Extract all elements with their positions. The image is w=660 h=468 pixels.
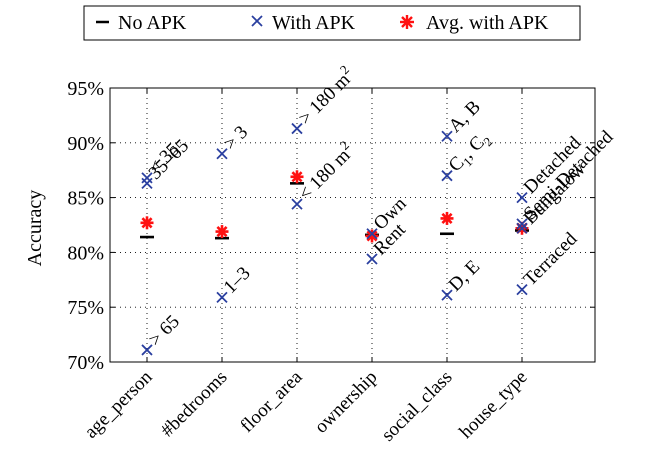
avg-apk-marker [215,225,229,239]
avg-apk-marker [290,170,304,184]
marks-layer [140,122,529,356]
legend: No APK With APK Avg. with APK [83,5,581,41]
axes-layer [109,87,596,363]
with-apk-marker [516,222,528,234]
with-apk-annotation: < 180 m2 [292,138,359,205]
with-apk-annotation: C1, C2 [445,128,496,179]
with-apk-annotation: > 180 m2 [292,62,359,129]
avg-apk-marker [140,216,154,230]
y-tick-label: 95% [67,78,104,100]
y-tick-label: 80% [67,242,104,264]
with-apk-marker [216,148,228,160]
grid-layer [110,88,595,362]
with-apk-marker [441,289,453,301]
legend-with-apk-label: With APK [272,12,356,34]
x-category-label: floor_area [236,366,306,436]
with-apk-marker [141,344,153,356]
with-apk-annotation: D, E [445,256,484,295]
with-apk-marker [366,228,378,240]
avg-apk-marker [365,229,379,243]
y-tick-label: 90% [67,133,104,155]
with-apk-annotation: Terraced [520,228,582,290]
with-apk-marker [516,191,528,204]
legend-box [83,5,581,41]
x-category-label: ownership [311,367,382,438]
x-category-label: house_type [455,367,531,443]
with-apk-annotation: > 3 [220,122,253,155]
with-apk-annotation: 1–3 [220,263,255,298]
plot-frame [109,87,596,363]
with-apk-marker [216,291,228,303]
x-category-label: age_person [80,366,156,442]
x-category-label: #bedrooms [157,367,232,442]
legend-no-apk-label: No APK [118,12,187,34]
with-apk-annotation: > 65 [145,311,184,350]
legend-avg-marker [400,15,414,29]
legend-with-apk-marker [251,15,263,27]
y-tick-label: 70% [67,352,104,374]
with-apk-annotation: A, B [445,97,485,137]
with-apk-marker [516,284,528,296]
with-apk-marker [441,130,453,142]
legend-avg-label: Avg. with APK [426,12,549,34]
with-apk-marker [291,198,303,210]
with-apk-marker [141,177,153,189]
labels-layer: 70% 75% 80% 85% 90% 95% age_person #bedrooms flo… [67,62,617,446]
x-category-label: social_class [378,367,457,446]
with-apk-marker [516,218,528,230]
with-apk-marker [291,122,303,135]
with-apk-marker [366,253,378,265]
y-axis-title: Accuracy [24,190,46,267]
y-tick-label: 85% [67,188,104,210]
with-apk-marker [441,170,453,182]
avg-apk-marker [440,211,454,225]
y-tick-label: 75% [67,297,104,319]
